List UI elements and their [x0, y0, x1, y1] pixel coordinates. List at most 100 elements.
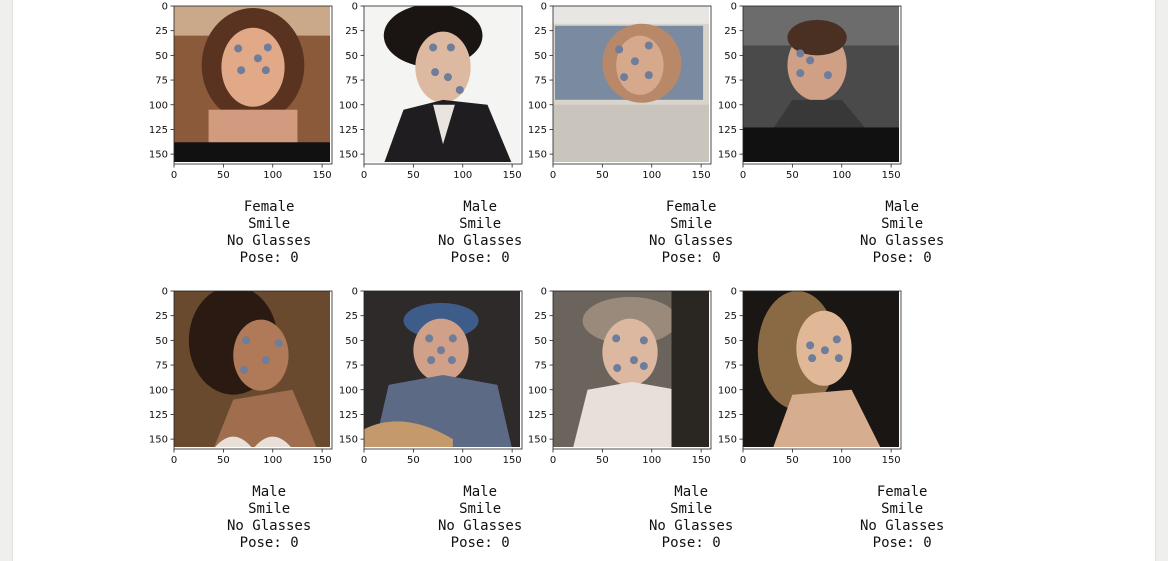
y-tick-label: 150 [339, 150, 358, 161]
y-tick-label: 75 [155, 361, 168, 372]
face-attributes-caption: Male Smile No Glasses Pose: 0 [860, 199, 944, 267]
y-tick-label: 0 [352, 287, 358, 298]
landmark-point [820, 346, 829, 355]
caption-line: Smile [459, 216, 502, 232]
y-tick-label: 125 [718, 125, 737, 136]
landmark-point [437, 346, 446, 355]
landmark-point [234, 44, 243, 53]
y-tick-label: 50 [534, 336, 547, 347]
y-tick-label: 0 [731, 2, 737, 13]
caption-line: Female [243, 199, 295, 215]
y-tick-label: 50 [155, 336, 168, 347]
x-tick-label: 0 [550, 455, 556, 466]
axes-frame [742, 5, 902, 165]
y-tick-label: 100 [528, 385, 547, 396]
caption-line: No Glasses [649, 233, 734, 249]
x-tick-label: 50 [786, 170, 799, 181]
caption-line: Smile [881, 216, 924, 232]
caption-line: Smile [670, 216, 713, 232]
x-tick-label: 150 [313, 170, 332, 181]
face-image [174, 6, 331, 163]
caption-line: Female [876, 484, 928, 500]
x-tick-label: 0 [361, 170, 367, 181]
landmark-point [242, 336, 251, 345]
face-image [743, 291, 900, 448]
landmark-point [823, 71, 832, 80]
axes-frame [742, 290, 902, 450]
landmark-point [630, 57, 639, 66]
y-tick-label: 125 [528, 125, 547, 136]
x-tick-label: 0 [740, 455, 746, 466]
y-tick-label: 25 [534, 26, 547, 37]
landmark-point [263, 43, 272, 52]
caption-line: Female [665, 199, 717, 215]
x-tick-label: 100 [832, 170, 851, 181]
x-tick-label: 150 [692, 170, 711, 181]
landmark-point [447, 356, 456, 365]
caption-line: Male [252, 484, 286, 500]
landmark-point [796, 69, 805, 78]
landmark-point [615, 45, 624, 54]
landmark-point [253, 54, 262, 63]
x-tick-label: 50 [217, 455, 230, 466]
caption-line: Pose: 0 [661, 535, 721, 551]
caption-line: No Glasses [860, 233, 945, 249]
caption-line: Smile [881, 501, 924, 517]
x-tick-label: 150 [503, 170, 522, 181]
y-tick-label: 25 [345, 26, 358, 37]
x-tick-label: 50 [596, 170, 609, 181]
y-tick-label: 125 [339, 125, 358, 136]
x-tick-label: 150 [882, 455, 901, 466]
x-tick-label: 150 [882, 170, 901, 181]
landmark-point [261, 66, 270, 75]
y-tick-label: 75 [724, 76, 737, 87]
landmark-point [429, 43, 438, 52]
landmark-point [796, 49, 805, 58]
landmark-point [806, 341, 815, 350]
landmark-point [639, 362, 648, 371]
face-image [553, 291, 710, 448]
y-tick-label: 50 [345, 336, 358, 347]
axes-frame [173, 5, 333, 165]
y-tick-label: 75 [534, 361, 547, 372]
face-image [174, 291, 331, 448]
caption-line: Pose: 0 [661, 250, 721, 266]
landmark-point [644, 71, 653, 80]
face-attributes-caption: Female Smile No Glasses Pose: 0 [227, 199, 311, 267]
landmark-point [629, 356, 638, 365]
caption-line: Smile [459, 501, 502, 517]
y-tick-label: 25 [155, 311, 168, 322]
y-tick-label: 0 [352, 2, 358, 13]
caption-line: No Glasses [227, 518, 312, 534]
caption-line: Pose: 0 [872, 250, 932, 266]
y-tick-label: 75 [345, 76, 358, 87]
x-tick-label: 0 [171, 455, 177, 466]
landmark-point [806, 56, 815, 65]
x-tick-label: 100 [642, 170, 661, 181]
x-tick-label: 50 [217, 170, 230, 181]
caption-line: Male [463, 484, 497, 500]
y-tick-label: 0 [731, 287, 737, 298]
face-attributes-caption: Male Smile No Glasses Pose: 0 [227, 484, 311, 552]
caption-line: Pose: 0 [239, 250, 299, 266]
y-tick-label: 75 [724, 361, 737, 372]
y-tick-label: 125 [149, 410, 168, 421]
caption-line: Male [885, 199, 919, 215]
caption-line: Smile [670, 501, 713, 517]
caption-line: No Glasses [438, 518, 523, 534]
y-tick-label: 150 [149, 150, 168, 161]
y-tick-label: 75 [534, 76, 547, 87]
y-tick-label: 100 [149, 100, 168, 111]
face-image [553, 6, 710, 163]
x-tick-label: 0 [361, 455, 367, 466]
landmark-point [808, 354, 817, 363]
y-tick-label: 100 [528, 100, 547, 111]
y-tick-label: 150 [339, 435, 358, 446]
y-tick-label: 50 [155, 51, 168, 62]
x-tick-label: 150 [503, 455, 522, 466]
